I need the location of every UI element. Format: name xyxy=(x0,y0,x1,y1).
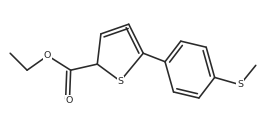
Text: O: O xyxy=(66,96,73,105)
Text: S: S xyxy=(117,77,123,86)
Text: O: O xyxy=(44,51,51,60)
Text: S: S xyxy=(237,80,243,89)
